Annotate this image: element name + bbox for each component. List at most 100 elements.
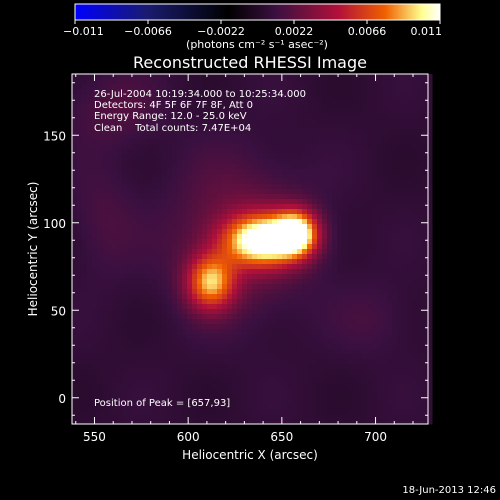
heatmap-cell bbox=[262, 104, 268, 110]
heatmap-cell bbox=[427, 144, 433, 150]
heatmap-cell bbox=[102, 354, 108, 360]
heatmap-cell bbox=[257, 389, 263, 395]
heatmap-cell bbox=[292, 384, 298, 390]
heatmap-cell bbox=[232, 164, 238, 170]
heatmap-cell bbox=[227, 279, 233, 285]
heatmap-cell bbox=[387, 224, 393, 230]
heatmap-cell bbox=[192, 324, 198, 330]
heatmap-cell bbox=[222, 374, 228, 380]
heatmap-cell bbox=[372, 174, 378, 180]
heatmap-cell bbox=[362, 234, 368, 240]
heatmap-cell bbox=[362, 254, 368, 260]
heatmap-cell bbox=[277, 339, 283, 345]
heatmap-cell bbox=[142, 164, 148, 170]
heatmap-cell bbox=[237, 119, 243, 125]
heatmap-cell bbox=[167, 194, 173, 200]
heatmap-cell bbox=[292, 114, 298, 120]
heatmap-cell bbox=[342, 179, 348, 185]
heatmap-cell bbox=[227, 354, 233, 360]
heatmap-cell bbox=[377, 314, 383, 320]
heatmap-cell bbox=[387, 414, 393, 420]
heatmap-cell bbox=[427, 364, 433, 370]
heatmap-cell bbox=[357, 284, 363, 290]
heatmap-cell bbox=[357, 289, 363, 295]
heatmap-cell bbox=[337, 254, 343, 260]
heatmap-cell bbox=[347, 184, 353, 190]
heatmap-cell bbox=[132, 149, 138, 155]
heatmap-cell bbox=[82, 149, 88, 155]
heatmap-cell bbox=[377, 189, 383, 195]
heatmap-cell bbox=[277, 229, 283, 235]
heatmap-cell bbox=[157, 399, 163, 405]
heatmap-cell bbox=[262, 144, 268, 150]
heatmap-cell bbox=[277, 329, 283, 335]
heatmap-cell bbox=[302, 84, 308, 90]
heatmap-cell bbox=[237, 99, 243, 105]
heatmap-cell bbox=[182, 274, 188, 280]
heatmap-cell bbox=[117, 304, 123, 310]
heatmap-cell bbox=[312, 99, 318, 105]
heatmap-cell bbox=[382, 244, 388, 250]
heatmap-cell bbox=[157, 414, 163, 420]
heatmap-cell bbox=[337, 114, 343, 120]
heatmap-cell bbox=[387, 259, 393, 265]
heatmap-cell bbox=[422, 154, 428, 160]
heatmap-cell bbox=[82, 384, 88, 390]
heatmap-cell bbox=[412, 149, 418, 155]
heatmap-cell bbox=[102, 269, 108, 275]
heatmap-cell bbox=[77, 414, 83, 420]
heatmap-cell bbox=[402, 364, 408, 370]
heatmap-cell bbox=[387, 109, 393, 115]
heatmap-cell bbox=[347, 234, 353, 240]
heatmap-cell bbox=[192, 94, 198, 100]
heatmap-cell bbox=[137, 89, 143, 95]
heatmap-cell bbox=[97, 99, 103, 105]
heatmap-cell bbox=[387, 84, 393, 90]
heatmap-cell bbox=[127, 99, 133, 105]
heatmap-cell bbox=[412, 79, 418, 85]
heatmap-cell bbox=[72, 399, 78, 405]
heatmap-cell bbox=[217, 159, 223, 165]
heatmap-cell bbox=[297, 194, 303, 200]
heatmap-cell bbox=[122, 349, 128, 355]
heatmap-cell bbox=[202, 89, 208, 95]
heatmap-cell bbox=[132, 214, 138, 220]
heatmap-cell bbox=[167, 79, 173, 85]
heatmap-cell bbox=[187, 279, 193, 285]
heatmap-cell bbox=[287, 219, 293, 225]
heatmap-cell bbox=[387, 384, 393, 390]
heatmap-cell bbox=[107, 299, 113, 305]
heatmap-cell bbox=[187, 194, 193, 200]
heatmap-cell bbox=[112, 209, 118, 215]
heatmap-cell bbox=[112, 224, 118, 230]
heatmap-cell bbox=[422, 74, 428, 80]
heatmap-cell bbox=[407, 159, 413, 165]
heatmap-cell bbox=[92, 139, 98, 145]
heatmap-cell bbox=[307, 89, 313, 95]
heatmap-cell bbox=[312, 224, 318, 230]
heatmap-cell bbox=[262, 399, 268, 405]
heatmap-cell bbox=[132, 74, 138, 80]
heatmap-cell bbox=[87, 334, 93, 340]
heatmap-cell bbox=[317, 229, 323, 235]
heatmap-cell bbox=[197, 364, 203, 370]
heatmap-cell bbox=[167, 244, 173, 250]
heatmap-cell bbox=[117, 334, 123, 340]
heatmap-cell bbox=[422, 159, 428, 165]
heatmap-cell bbox=[257, 344, 263, 350]
heatmap-cell bbox=[342, 339, 348, 345]
heatmap-cell bbox=[177, 264, 183, 270]
heatmap-cell bbox=[387, 194, 393, 200]
heatmap-cell bbox=[187, 134, 193, 140]
heatmap-cell bbox=[337, 129, 343, 135]
heatmap-cell bbox=[307, 369, 313, 375]
heatmap-cell bbox=[212, 414, 218, 420]
heatmap-cell bbox=[422, 294, 428, 300]
heatmap-cell bbox=[312, 234, 318, 240]
heatmap-cell bbox=[122, 399, 128, 405]
heatmap-cell bbox=[252, 204, 258, 210]
heatmap-cell bbox=[272, 259, 278, 265]
heatmap-cell bbox=[152, 384, 158, 390]
heatmap-cell bbox=[197, 249, 203, 255]
heatmap-cell bbox=[152, 279, 158, 285]
